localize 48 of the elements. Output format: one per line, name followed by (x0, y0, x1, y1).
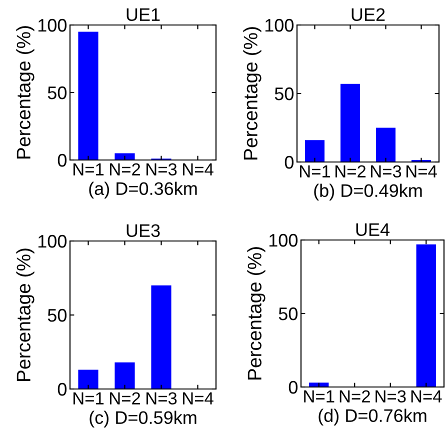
x-tick-label: N=1 (74, 392, 104, 404)
x-tick-label: N=1 (74, 163, 104, 176)
x-tick-label: N=1 (304, 390, 334, 402)
x-tick-label: N=3 (376, 390, 406, 403)
chart-title: UE2 (352, 8, 385, 22)
bar (78, 370, 98, 389)
y-axis-title: Percentage (%) (16, 26, 34, 158)
x-axis-title: (c) D=0.59km (90, 410, 196, 428)
bar (376, 128, 396, 162)
y-tick-label: 50 (48, 86, 67, 100)
chart-title: UE1 (126, 8, 160, 22)
x-tick-label: N=4 (183, 163, 214, 176)
y-axis-title: Percentage (%) (16, 248, 34, 381)
x-tick-label: N=1 (300, 165, 330, 178)
y-tick-label: 50 (274, 87, 294, 100)
x-tick-label: N=3 (146, 392, 177, 405)
y-tick-label: 50 (278, 307, 298, 320)
x-axis-title: (d) D=0.76km (318, 408, 426, 426)
y-axis-title: Percentage (%) (243, 27, 262, 160)
x-tick-label: N=4 (183, 392, 214, 404)
x-tick-label: N=2 (110, 163, 140, 176)
x-axis-title: (a) D=0.36km (89, 182, 197, 199)
x-tick-label: N=4 (406, 165, 437, 178)
bar (304, 140, 325, 162)
y-tick-label: 100 (38, 18, 67, 32)
x-tick-label: N=3 (371, 165, 402, 178)
x-tick-label: N=4 (411, 390, 442, 402)
chart-title: UE3 (126, 224, 160, 238)
x-tick-label: N=2 (340, 390, 370, 402)
x-tick-label: N=2 (110, 392, 140, 404)
x-axis-title: (b) D=0.49km (314, 184, 422, 201)
y-axis-title: Percentage (%) (247, 247, 266, 380)
bar (114, 153, 135, 160)
y-tick-label: 0 (288, 380, 298, 394)
y-tick-label: 50 (48, 308, 67, 322)
x-tick-label: N=2 (336, 165, 366, 178)
x-tick-label: N=3 (146, 163, 177, 176)
bar (340, 84, 360, 162)
y-tick-label: 100 (269, 234, 298, 247)
bar (114, 362, 135, 389)
y-tick-label: 100 (265, 18, 294, 32)
chart-title: UE4 (356, 223, 390, 236)
y-tick-label: 100 (38, 234, 67, 248)
bar (78, 32, 98, 160)
bar (151, 285, 172, 389)
y-tick-label: 0 (58, 154, 67, 167)
y-tick-label: 0 (58, 382, 67, 396)
y-tick-label: 0 (284, 156, 294, 169)
